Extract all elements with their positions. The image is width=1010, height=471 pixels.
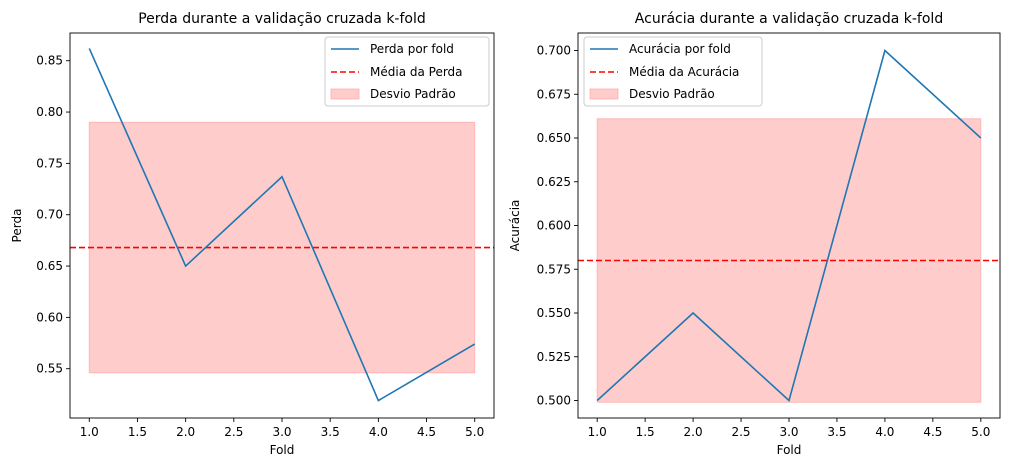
- y-tick-label: 0.525: [537, 350, 571, 364]
- x-tick-label: 2.5: [731, 425, 750, 439]
- x-tick-label: 1.5: [128, 425, 147, 439]
- chart-title: Acurácia durante a validação cruzada k-f…: [635, 11, 943, 27]
- x-tick-label: 1.0: [80, 425, 99, 439]
- x-tick-label: 2.0: [684, 425, 703, 439]
- y-tick-label: 0.575: [537, 262, 571, 276]
- y-tick-label: 0.550: [537, 306, 571, 320]
- chart-title: Perda durante a validação cruzada k-fold: [138, 11, 426, 27]
- x-tick-label: 3.0: [779, 425, 798, 439]
- x-tick-label: 3.5: [321, 425, 340, 439]
- y-tick-label: 0.650: [537, 131, 571, 145]
- y-tick-label: 0.75: [36, 156, 63, 170]
- x-tick-label: 2.5: [224, 425, 243, 439]
- x-tick-label: 4.0: [369, 425, 388, 439]
- legend-series-label: Perda por fold: [370, 42, 454, 56]
- y-tick-label: 0.500: [537, 394, 571, 408]
- y-tick-label: 0.700: [537, 44, 571, 58]
- x-tick-label: 3.5: [827, 425, 846, 439]
- y-axis-label: Perda: [10, 209, 24, 243]
- legend-series-label: Acurácia por fold: [629, 42, 731, 56]
- y-tick-label: 0.55: [36, 362, 63, 376]
- legend-band-label: Desvio Padrão: [370, 87, 456, 101]
- chart-panel-2: 1.0 1.5 2.0 2.5 3.0 3.5 4.0 4.5 5.0 0.500 0.525 0.5…: [508, 11, 1001, 457]
- legend-band-swatch: [330, 88, 360, 100]
- x-axis-label: Fold: [270, 443, 295, 457]
- chart-panel-1: 1.0 1.5 2.0 2.5 3.0 3.5 4.0 4.5 5.0 0.55 0.60 0.65 0…: [10, 11, 495, 457]
- x-tick-label: 4.0: [875, 425, 894, 439]
- y-tick-label: 0.60: [36, 310, 63, 324]
- y-tick-label: 0.625: [537, 175, 571, 189]
- legend-box: [324, 36, 490, 107]
- legend-mean-label: Média da Acurácia: [629, 65, 739, 79]
- legend-band-label: Desvio Padrão: [629, 87, 715, 101]
- y-tick-label: 0.70: [36, 208, 63, 222]
- x-tick-label: 4.5: [923, 425, 942, 439]
- x-tick-label: 1.5: [636, 425, 655, 439]
- x-tick-label: 1.0: [588, 425, 607, 439]
- x-tick-label: 4.5: [417, 425, 436, 439]
- x-tick-label: 3.0: [272, 425, 291, 439]
- y-tick-label: 0.65: [36, 259, 63, 273]
- y-tick-label: 0.675: [537, 87, 571, 101]
- legend-band-swatch: [589, 88, 619, 100]
- x-axis-label: Fold: [777, 443, 802, 457]
- y-tick-label: 0.80: [36, 105, 63, 119]
- y-tick-label: 0.600: [537, 219, 571, 233]
- legend-mean-label: Média da Perda: [370, 65, 463, 79]
- y-tick-label: 0.85: [36, 54, 63, 68]
- x-tick-label: 5.0: [465, 425, 484, 439]
- y-axis-label: Acurácia: [508, 200, 522, 252]
- x-tick-label: 5.0: [971, 425, 990, 439]
- legend: Acurácia por fold Média da Acurácia Desvio…: [583, 36, 763, 107]
- legend: Perda por fold Média da Perda Desvio Padrã…: [324, 36, 490, 107]
- legend-box: [583, 36, 763, 107]
- x-tick-label: 2.0: [176, 425, 195, 439]
